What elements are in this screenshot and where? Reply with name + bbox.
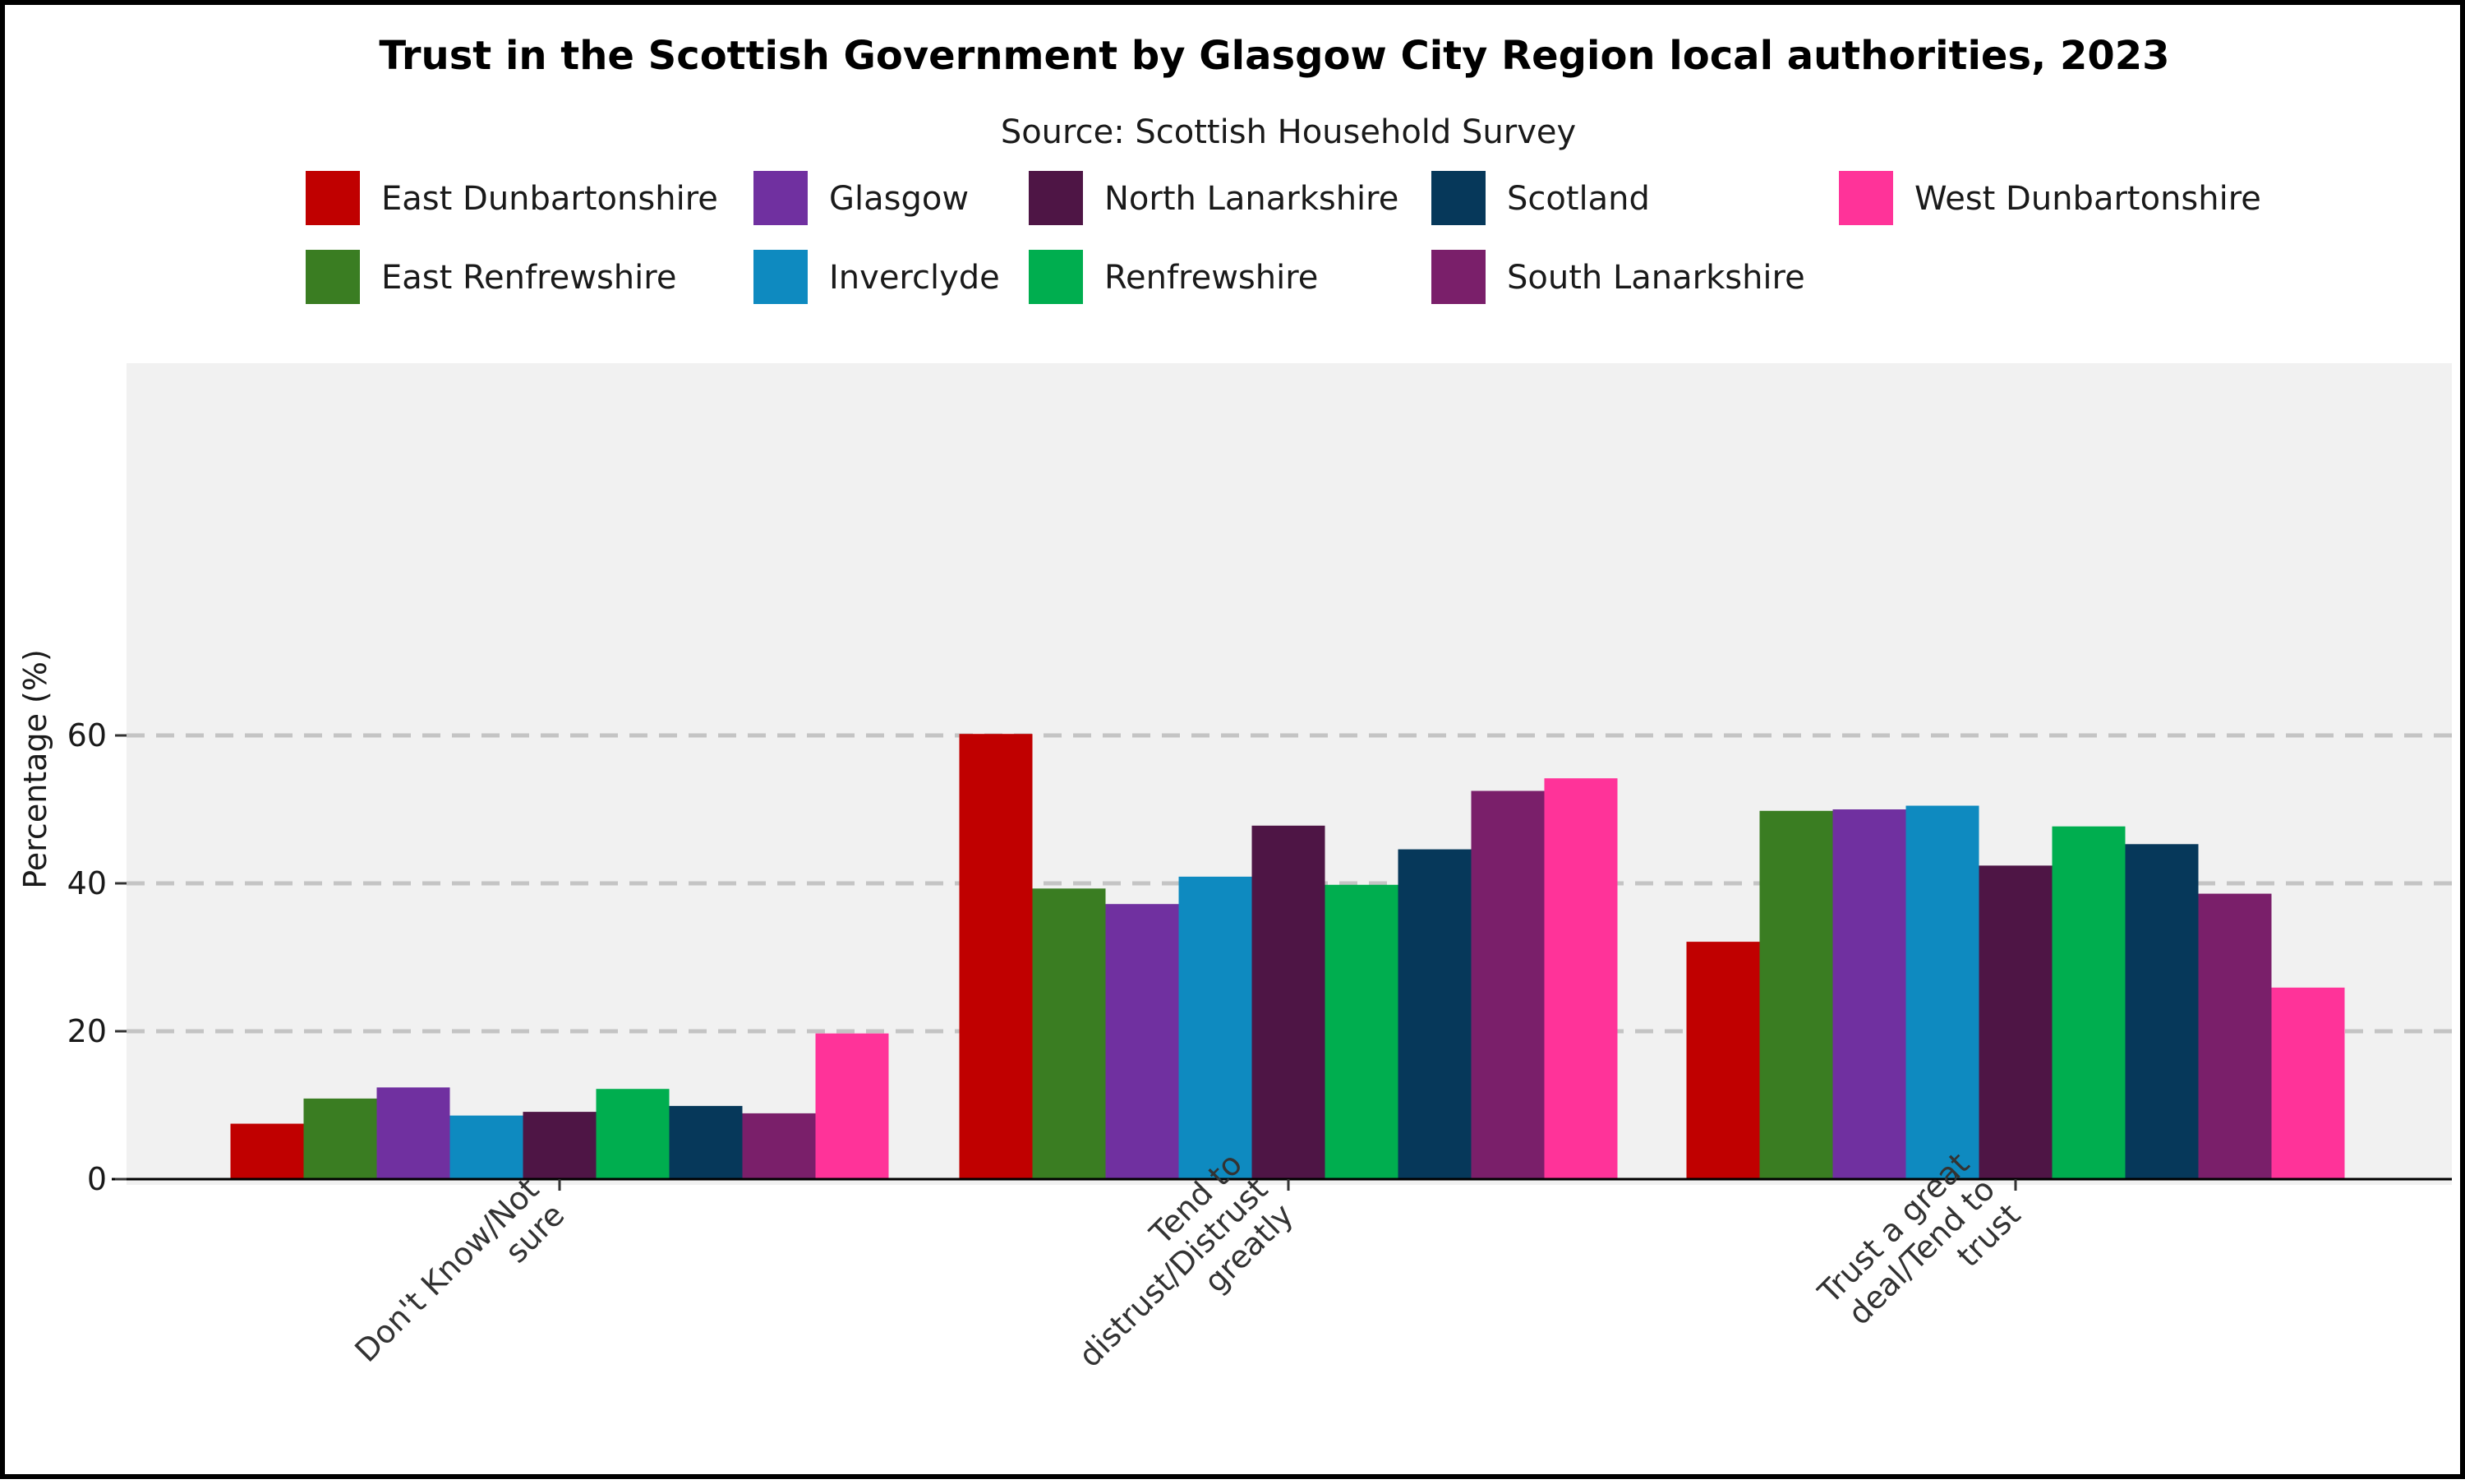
bar <box>376 1087 450 1179</box>
legend-label: South Lanarkshire <box>1507 259 1805 297</box>
y-axis-title: Percentage (%) <box>17 649 53 889</box>
legend-label: Scotland <box>1507 180 1650 218</box>
legend-item: South Lanarkshire <box>1431 250 1805 304</box>
legend-item: East Renfrewshire <box>306 250 676 304</box>
legend-label: North Lanarkshire <box>1104 180 1398 218</box>
legend-label: Renfrewshire <box>1104 259 1318 297</box>
y-tick-label: 40 <box>67 865 107 901</box>
x-tick-label: Don't Know/Notsure <box>348 1171 571 1394</box>
legend-label: Inverclyde <box>829 259 1000 297</box>
legend-item: Inverclyde <box>753 250 1000 304</box>
bar <box>1686 942 1760 1179</box>
bar <box>2052 826 2126 1179</box>
y-tick-label: 60 <box>67 717 107 754</box>
bar <box>2198 893 2272 1179</box>
bar <box>1759 810 1833 1179</box>
legend-item: Glasgow <box>753 171 969 225</box>
bar <box>1398 849 1472 1179</box>
legend-item: Renfrewshire <box>1029 250 1318 304</box>
bar <box>1251 825 1325 1179</box>
legend-label: Glasgow <box>829 180 969 218</box>
bar <box>1544 778 1618 1179</box>
y-tick-label: 0 <box>87 1161 107 1197</box>
bar <box>669 1105 743 1179</box>
bar <box>2125 844 2199 1179</box>
bar <box>449 1115 523 1179</box>
y-axis: 0 20 40 60 <box>67 717 127 1197</box>
legend-swatch <box>306 171 360 225</box>
bar <box>1471 790 1545 1179</box>
legend-item: North Lanarkshire <box>1029 171 1398 225</box>
chart-title: Trust in the Scottish Government by Glas… <box>379 33 2169 79</box>
legend: East Dunbartonshire East Renfrewshire Glas… <box>306 171 2261 304</box>
legend-label: East Dunbartonshire <box>381 180 718 218</box>
bar <box>523 1112 597 1179</box>
bar <box>1032 888 1106 1179</box>
legend-item: East Dunbartonshire <box>306 171 718 225</box>
legend-swatch <box>306 250 360 304</box>
legend-swatch <box>1029 250 1083 304</box>
bar <box>303 1098 377 1179</box>
y-tick-label: 20 <box>67 1013 107 1049</box>
legend-swatch <box>1029 171 1083 225</box>
legend-label: East Renfrewshire <box>381 259 676 297</box>
legend-swatch <box>753 171 808 225</box>
bar <box>815 1033 889 1179</box>
bar <box>1105 904 1179 1179</box>
legend-swatch <box>753 250 808 304</box>
bar <box>230 1123 304 1179</box>
bar <box>596 1089 670 1179</box>
chart: Trust in the Scottish Government by Glas… <box>17 33 2452 1394</box>
bar <box>1905 805 1979 1179</box>
bar <box>1325 884 1398 1179</box>
legend-swatch <box>1431 171 1486 225</box>
bar <box>2271 987 2345 1179</box>
bar <box>1832 809 1906 1179</box>
legend-swatch <box>1431 250 1486 304</box>
bar <box>959 734 1033 1179</box>
bar <box>742 1113 816 1179</box>
legend-item: West Dunbartonshire <box>1839 171 2261 225</box>
x-tick-label-line: Don't Know/Not <box>348 1171 546 1369</box>
chart-subtitle: Source: Scottish Household Survey <box>1001 113 1576 151</box>
legend-item: Scotland <box>1431 171 1650 225</box>
bar <box>1979 865 2053 1179</box>
legend-label: West Dunbartonshire <box>1914 180 2261 218</box>
bar <box>1178 876 1252 1179</box>
legend-swatch <box>1839 171 1893 225</box>
bars <box>230 734 2345 1179</box>
